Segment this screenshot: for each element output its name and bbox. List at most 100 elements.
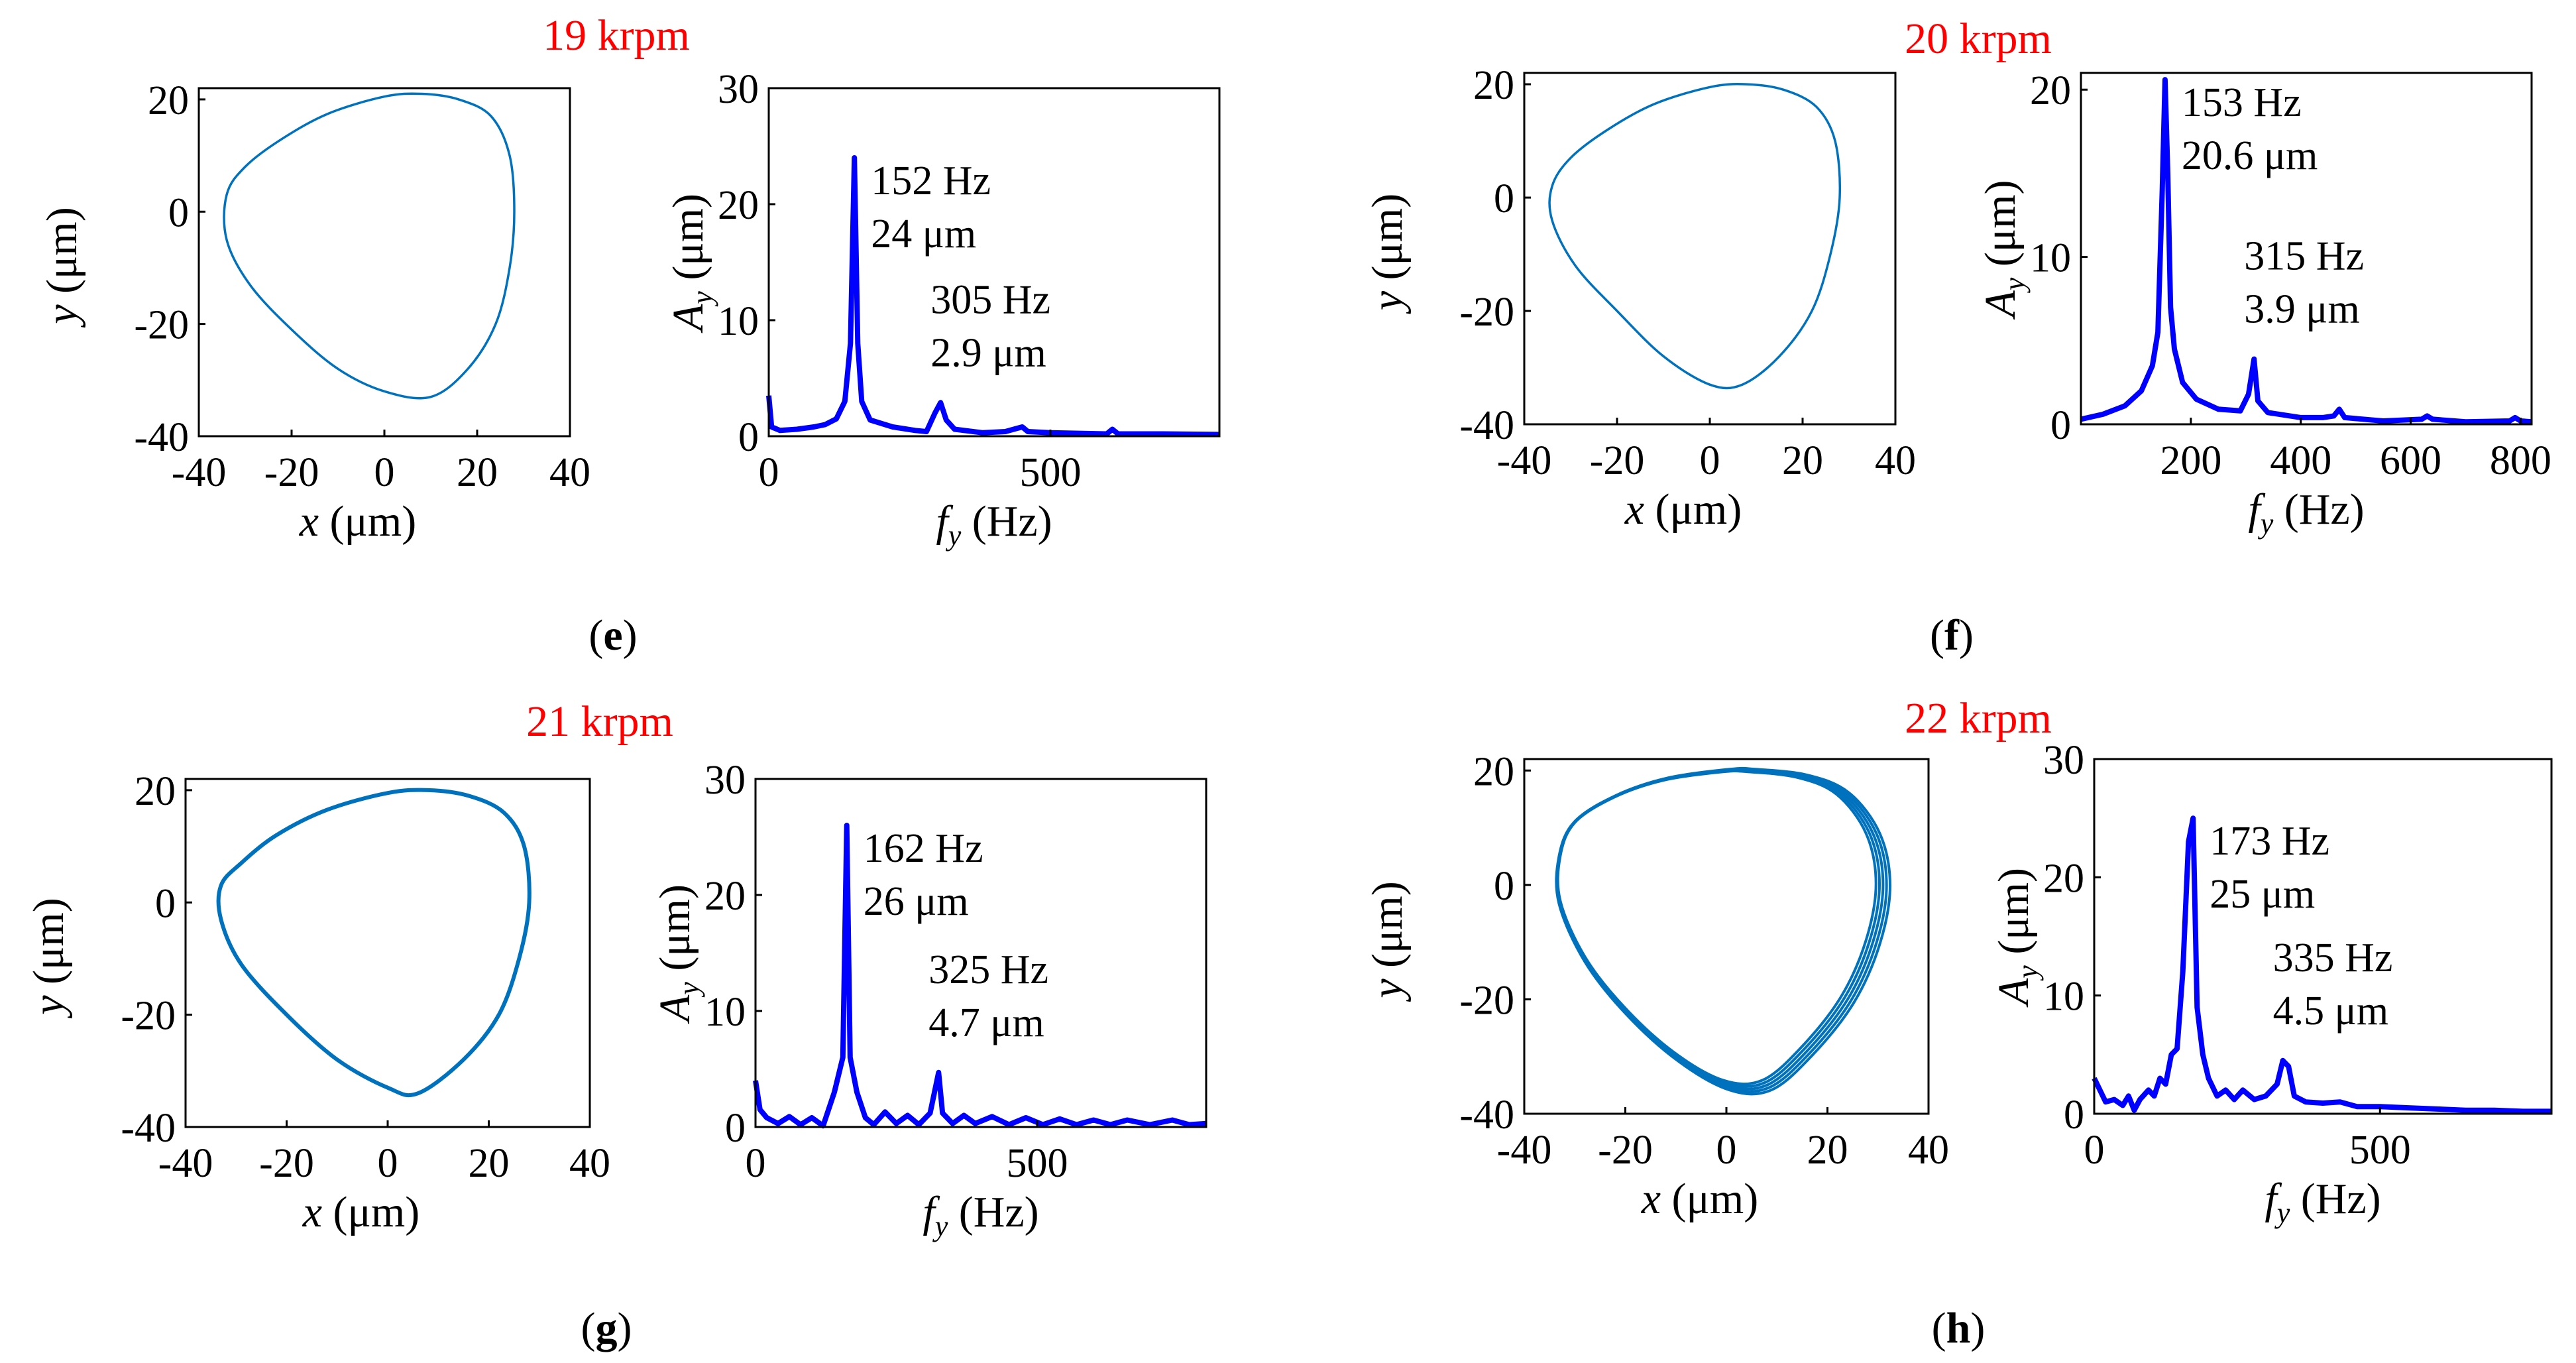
x-tick-label: 20 (1807, 1128, 1848, 1173)
x-tick-label: 0 (2084, 1128, 2105, 1173)
panel-title: 22 krpm (1905, 694, 2052, 742)
y-tick-label: 20 (2030, 68, 2071, 113)
x-tick-label: 500 (1007, 1141, 1068, 1186)
spectrum-plot: 200 400 600 800 0 10 20 fy (Hz) Ay (μm) 153 Hz 20.… (1976, 68, 2551, 540)
x-tick-label: 0 (759, 450, 779, 495)
subfigure-label: (h) (1932, 1304, 1986, 1352)
y-tick-label: 10 (704, 990, 746, 1035)
orbit-trajectory (1555, 767, 1888, 1093)
x-tick-label: -20 (259, 1141, 314, 1186)
peak-1-amplitude: 20.6 μm (2182, 133, 2318, 178)
y-tick-label: 0 (2064, 1093, 2084, 1138)
spectrum-axes-box (754, 778, 1207, 1128)
spectrum-y-label: Ay (μm) (664, 194, 718, 333)
subfigure-label: (g) (581, 1304, 632, 1352)
orbit-trajectory (216, 788, 532, 1098)
panel-title: 19 krpm (543, 11, 690, 60)
spectrum-y-label: Ay (μm) (1976, 180, 2031, 320)
orbit-plot: -40 -20 0 20 40 20 0 -20 -40 x (μm) y (μm) (38, 78, 590, 546)
y-tick-label: 0 (168, 190, 189, 235)
peak-1-frequency: 153 Hz (2182, 80, 2302, 125)
x-tick-label: -40 (1497, 1128, 1552, 1173)
y-tick-label: -20 (1459, 978, 1514, 1023)
x-tick-label: -40 (172, 450, 227, 495)
y-tick-label: 20 (1473, 749, 1514, 794)
spectrum-plot: 0 500 0 10 20 30 fy (Hz) Ay (μm) 162 Hz 26 μm 325 … (651, 758, 1207, 1242)
y-tick-label: 10 (718, 299, 759, 344)
peak-1-amplitude: 25 μm (2210, 872, 2315, 917)
peak-2-frequency: 335 Hz (2273, 935, 2393, 980)
y-tick-label: 30 (704, 758, 746, 803)
x-tick-label: 0 (378, 1141, 398, 1186)
x-tick-label: 400 (2270, 438, 2331, 483)
orbit-y-label: y (μm) (25, 898, 73, 1018)
orbit-plot: -40 -20 0 20 40 20 0 -20 -40 x (μm) y (μm) (25, 769, 610, 1236)
peak-1-frequency: 152 Hz (871, 158, 991, 204)
orbit-x-label: x (μm) (1641, 1175, 1758, 1223)
spectrum-y-label: Ay (μm) (1989, 868, 2044, 1008)
orbit-axes-box (1523, 72, 1897, 426)
y-tick-label: 20 (704, 874, 746, 919)
peak-2-amplitude: 4.7 μm (928, 1000, 1044, 1045)
peak-2-amplitude: 2.9 μm (930, 330, 1046, 375)
orbit-x-label: x (μm) (302, 1188, 420, 1236)
orbit-x-label: x (μm) (1624, 485, 1742, 534)
panel-g: 21 krpm (g) -40 -20 0 20 40 20 0 -20 -40 x (μm) y (μ… (25, 697, 1207, 1352)
y-tick-label: 0 (725, 1106, 746, 1151)
orbit-plot: -40 -20 0 20 40 20 0 -20 -40 x (μm) y (μm) (1363, 749, 1949, 1223)
y-tick-label: 30 (2043, 738, 2084, 783)
x-tick-label: -20 (264, 450, 319, 495)
orbit-y-label: y (μm) (1363, 881, 1412, 1002)
orbit-plot: -40 -20 0 20 40 20 0 -20 -40 x (μm) y (μm) (1363, 63, 1916, 534)
panel-h: 22 krpm (h) -40 -20 0 20 40 20 0 -20 -40 x (μm) y (μ… (1363, 694, 2553, 1352)
x-tick-label: 600 (2380, 438, 2441, 483)
y-tick-label: 20 (2043, 856, 2084, 901)
y-tick-label: 20 (135, 769, 176, 814)
y-tick-label: 0 (738, 415, 759, 460)
spectrum-axes-box (2093, 758, 2553, 1115)
orbit-y-label: y (μm) (1363, 194, 1412, 314)
spectrum-x-label: fy (Hz) (2248, 485, 2364, 540)
orbit-trajectory (223, 92, 516, 400)
x-tick-label: 40 (1908, 1128, 1949, 1173)
spectrum-plot: 0 500 0 10 20 30 fy (Hz) Ay (μm) 173 Hz 25 μm 335 … (1989, 738, 2553, 1229)
spectrum-x-label: fy (Hz) (923, 1188, 1038, 1242)
orbit-axes-box (184, 778, 591, 1128)
orbit-y-label: y (μm) (38, 207, 86, 327)
spectrum-line (2080, 77, 2532, 425)
y-tick-label: 30 (718, 67, 759, 112)
subfigure-label: (e) (588, 611, 637, 660)
orbit-trajectory (1555, 766, 1892, 1096)
y-tick-label: 20 (148, 78, 189, 123)
x-tick-label: 20 (457, 450, 498, 495)
peak-1-amplitude: 26 μm (864, 879, 969, 924)
spectrum-x-label: fy (Hz) (936, 497, 1052, 552)
spectrum-axes-box (767, 87, 1221, 438)
orbit-axes-box (197, 87, 571, 438)
peak-2-frequency: 305 Hz (930, 277, 1050, 322)
x-tick-label: 500 (2349, 1128, 2411, 1173)
subfigure-label: (f) (1930, 611, 1974, 660)
panel-title: 20 krpm (1905, 15, 2052, 63)
panel-title: 21 krpm (526, 697, 673, 746)
y-tick-label: 20 (718, 183, 759, 228)
y-tick-label: 0 (1494, 176, 1514, 221)
y-tick-label: -40 (1459, 1093, 1514, 1138)
x-tick-label: 40 (549, 450, 590, 495)
orbit-x-label: x (μm) (299, 497, 416, 546)
y-tick-label: 0 (1494, 864, 1514, 909)
x-tick-label: -40 (158, 1141, 213, 1186)
spectrum-line (766, 155, 1220, 438)
y-tick-label: -40 (121, 1106, 176, 1151)
x-tick-label: 20 (1782, 438, 1823, 483)
y-tick-label: -20 (121, 994, 176, 1039)
orbit-trajectory (1555, 768, 1885, 1091)
orbit-trajectory (1556, 768, 1881, 1088)
y-tick-label: 0 (2050, 403, 2071, 448)
x-tick-label: -40 (1497, 438, 1552, 483)
y-tick-label: 10 (2043, 975, 2084, 1020)
spectrum-x-label: fy (Hz) (2265, 1175, 2380, 1229)
peak-1-frequency: 173 Hz (2210, 819, 2329, 864)
